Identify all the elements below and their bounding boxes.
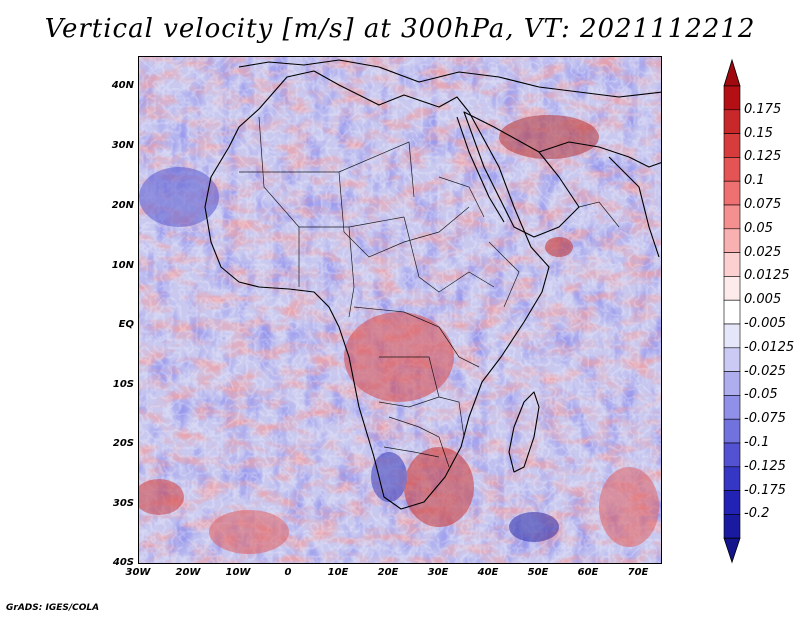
colorbar-tick-label: -0.005: [744, 316, 786, 331]
colorbar-tick-label: 0.05: [744, 220, 773, 236]
lon-label: 20W: [175, 567, 201, 578]
lon-label: 30E: [427, 567, 449, 578]
lon-label: 10E: [327, 567, 349, 578]
chart-title: Vertical velocity [m/s] at 300hPa, VT: 2…: [44, 14, 756, 44]
lat-label: 30N: [111, 140, 134, 151]
colorbar-segment: [723, 85, 741, 111]
lon-label: 30W: [125, 567, 151, 578]
colorbar-tick-label: 0.1: [744, 173, 765, 189]
colorbar-segment: [723, 371, 741, 396]
lat-label: 10S: [112, 379, 134, 390]
colorbar-segment: [723, 347, 741, 372]
colorbar-tick-label: 0.005: [744, 292, 782, 308]
lat-label: 20N: [111, 200, 134, 211]
lat-label: 30S: [112, 498, 134, 509]
colorbar-bottom-arrow: [723, 537, 741, 564]
lon-label: 70E: [627, 567, 649, 578]
colorbar-tick-label: 0.15: [744, 125, 773, 141]
colorbar-segment: [723, 490, 741, 515]
colorbar-tick-label: -0.05: [744, 387, 778, 403]
colorbar-segment: [723, 133, 741, 158]
colorbar-segment: [723, 466, 741, 491]
colorbar-segment: [723, 395, 741, 420]
lon-label: 60E: [577, 567, 599, 578]
colorbar-tick-label: 0.125: [744, 149, 782, 165]
colorbar-segment: [723, 228, 741, 253]
lat-label: EQ: [118, 319, 134, 330]
colorbar-tick-label: -0.025: [744, 363, 786, 379]
colorbar-tick-label: -0.075: [744, 411, 786, 427]
colorbar-segment: [723, 252, 741, 277]
colorbar-tick-label: -0.125: [744, 458, 786, 474]
colorbar-tick-label: -0.175: [744, 482, 786, 498]
lon-label: 40E: [477, 567, 499, 578]
colorbar-segment: [723, 204, 741, 230]
colorbar-segment: [723, 418, 741, 444]
lat-label: 10N: [111, 260, 134, 271]
lat-label: 20S: [112, 438, 134, 449]
colorbar-segment: [723, 157, 741, 182]
lon-label: 20E: [377, 567, 399, 578]
coastlines: [204, 59, 661, 510]
map-panel[interactable]: [138, 56, 662, 564]
credit-text: GrADS: IGES/COLA: [6, 603, 100, 613]
colorbar-segment: [723, 109, 741, 134]
vertical-velocity-field: [139, 57, 661, 563]
colorbar-tick-label: -0.1: [744, 435, 770, 450]
colorbar-tick-label: -0.0125: [744, 339, 795, 355]
lon-label: 0: [284, 567, 292, 578]
colorbar-segment: [723, 442, 741, 468]
colorbar-segment: [723, 299, 741, 325]
colorbar: [723, 58, 741, 564]
country-borders: [239, 116, 620, 468]
colorbar-tick-label: 0.0125: [744, 268, 790, 284]
colorbar-segment: [723, 180, 741, 206]
colorbar-segment: [723, 276, 741, 301]
colorbar-tick-label: 0.175: [744, 101, 782, 117]
colorbar-segment: [723, 514, 741, 539]
lon-label: 10W: [225, 567, 251, 578]
convection-patches: [139, 115, 659, 554]
colorbar-tick-label: 0.075: [744, 197, 782, 212]
colorbar-tick-label: 0.025: [744, 244, 782, 260]
colorbar-tick-label: -0.2: [744, 506, 770, 522]
lat-label: 40N: [111, 80, 134, 91]
lat-label: 40S: [112, 557, 134, 568]
lon-label: 50E: [527, 567, 549, 578]
colorbar-top-arrow: [723, 58, 741, 87]
colorbar-segment: [723, 323, 741, 349]
